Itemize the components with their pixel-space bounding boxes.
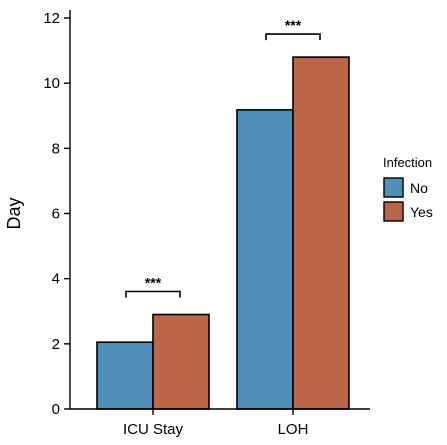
y-tick-label-2: 2	[52, 336, 60, 353]
y-axis-title: Day	[4, 197, 24, 229]
plot-area: 0 2 4 6 8 10 12 ICU Stay LOH Day *** *** Infection No…	[4, 10, 433, 438]
legend-title: Infection	[383, 155, 432, 170]
significance-label-loh: ***	[285, 17, 302, 33]
bar-icu-stay-yes	[152, 313, 210, 410]
bar-loh-no	[236, 109, 294, 410]
x-tick-label-icu-stay: ICU Stay	[123, 421, 184, 438]
legend-swatch-yes	[383, 201, 404, 222]
y-tick-label-10: 10	[43, 75, 60, 92]
x-tick-label-loh: LOH	[278, 421, 309, 438]
bar-loh-yes	[292, 56, 350, 410]
legend-label-yes: Yes	[410, 204, 433, 220]
y-tick-label-0: 0	[52, 401, 60, 418]
y-tick-label-4: 4	[52, 271, 60, 288]
y-tick-label-8: 8	[52, 140, 60, 157]
legend-swatch-no	[383, 177, 404, 198]
bar-icu-stay-no	[96, 341, 154, 410]
significance-label-icu-stay: ***	[145, 275, 162, 291]
y-tick-label-12: 12	[43, 10, 60, 27]
y-tick-label-6: 6	[52, 206, 60, 223]
significance-bracket-icu-stay	[125, 290, 181, 298]
legend-label-no: No	[410, 180, 428, 196]
significance-bracket-loh	[265, 33, 321, 41]
